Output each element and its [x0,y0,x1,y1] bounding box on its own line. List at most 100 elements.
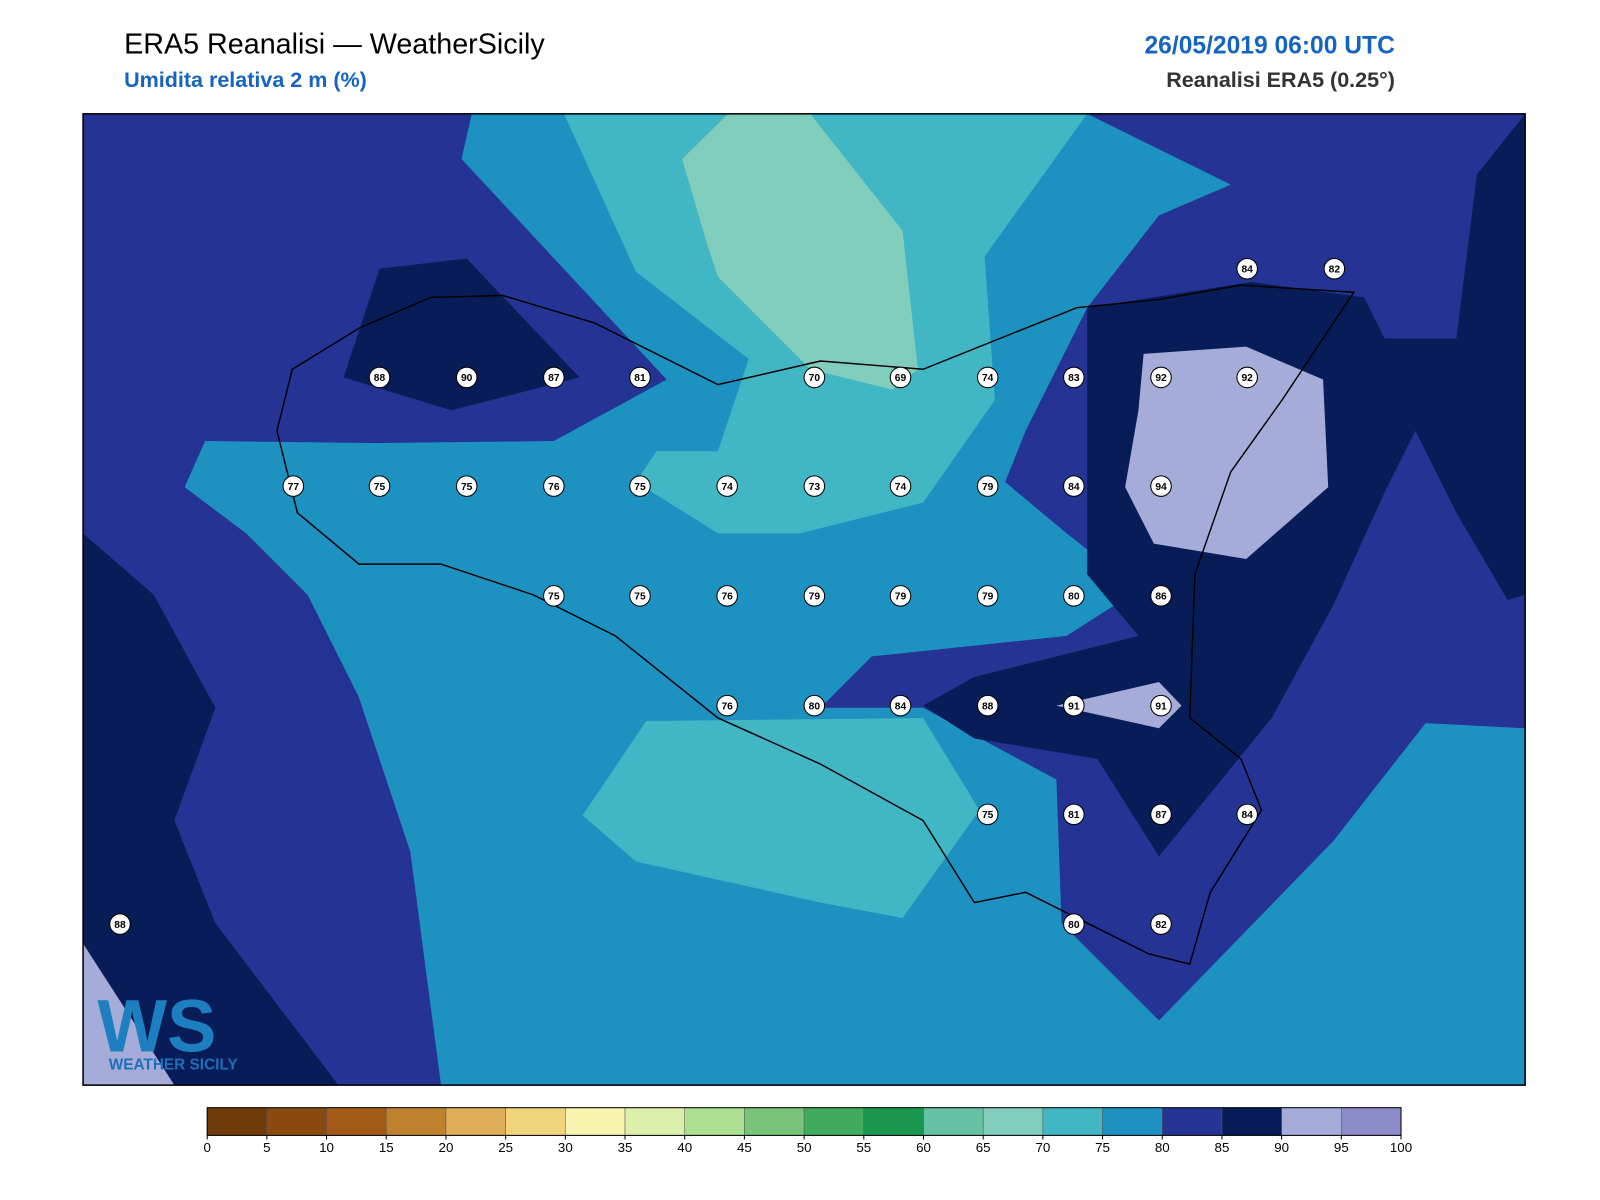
colorbar-swatch [982,1107,1044,1136]
station: 84 [1063,475,1085,497]
colorbar-swatch [386,1107,447,1136]
colorbar-swatch [1281,1107,1342,1136]
colorbar-swatch [326,1107,387,1136]
station-marker [1150,585,1172,607]
station-value: 75 [982,810,994,821]
logo-mark: WS [97,984,216,1067]
station: 73 [803,475,826,497]
colorbar-tick-label: 50 [797,1140,812,1155]
station-value: 79 [982,592,994,603]
station-value: 84 [1241,264,1253,275]
colorbar-tick-label: 15 [379,1140,394,1155]
station-marker [976,803,999,826]
station-marker [1150,913,1172,935]
station-marker [109,913,131,935]
station-marker [455,366,478,389]
station-value: 79 [982,482,994,493]
colorbar-tick-label: 70 [1035,1140,1050,1155]
station-marker [976,366,999,389]
station: 92 [1236,366,1258,389]
station-marker [543,475,565,497]
station-value: 84 [895,701,907,712]
station-value: 79 [809,592,821,603]
station-marker [1236,366,1258,389]
station: 91 [1063,694,1085,717]
station-value: 88 [374,373,386,384]
station: 77 [282,475,305,497]
station-value: 80 [1068,592,1080,603]
station-marker [803,475,826,497]
station: 76 [716,585,738,607]
station-marker [1323,257,1346,280]
station-value: 88 [982,701,994,712]
colorbar-tick-label: 10 [319,1140,334,1155]
station: 74 [716,475,738,497]
station: 74 [889,475,912,497]
colorbar-swatch [923,1107,984,1136]
station-value: 81 [1068,810,1080,821]
station: 79 [803,585,826,607]
station-value: 74 [982,373,994,384]
station: 74 [976,366,999,389]
station: 92 [1150,366,1172,389]
station-marker [889,694,912,717]
station: 88 [368,366,391,389]
colorbar-swatch [1042,1107,1103,1136]
station: 83 [1063,366,1085,389]
station-marker [368,366,391,389]
colorbar-tick-label: 30 [558,1140,573,1155]
colorbar-swatch [445,1107,506,1136]
colorbar-tick-label: 100 [1390,1140,1412,1155]
colorbar-swatch [684,1107,745,1136]
station: 88 [976,694,999,717]
colorbar-swatch [624,1107,685,1136]
title: ERA5 Reanalisi — WeatherSicily [124,28,545,60]
station-value: 73 [809,482,821,493]
colorbar-swatch [505,1107,566,1136]
station: 81 [1063,803,1085,826]
station-value: 81 [634,373,646,384]
station-value: 82 [1329,264,1341,275]
station-value: 91 [1155,701,1167,712]
colorbar-swatch [803,1107,865,1136]
station: 91 [1150,694,1172,717]
station-marker [1150,475,1172,497]
station-value: 88 [114,920,126,931]
logo: WS WEATHER SICILY [97,984,237,1073]
station-marker [716,694,738,717]
station-marker [889,366,912,389]
source: Reanalisi ERA5 (0.25°) [1166,68,1395,92]
station-value: 92 [1241,373,1253,384]
station-value: 92 [1155,373,1167,384]
station-marker [1150,366,1172,389]
colorbar-swatch [1341,1107,1402,1136]
station: 80 [1063,585,1085,607]
station-marker [889,585,912,607]
station-value: 87 [1155,810,1167,821]
station: 76 [543,475,565,497]
station: 70 [803,366,826,389]
colorbar-tick-label: 55 [856,1140,871,1155]
station-marker [629,366,651,389]
station-value: 87 [548,373,560,384]
station-marker [803,694,826,717]
station-marker [803,366,826,389]
station: 80 [803,694,826,717]
station-marker [368,475,391,497]
station: 87 [543,366,565,389]
station: 87 [1150,803,1172,826]
station-value: 94 [1155,482,1167,493]
contours [83,113,1526,1086]
colorbar-swatch [1221,1107,1282,1136]
colorbar-tick-label: 85 [1215,1140,1230,1155]
station-marker [976,694,999,717]
station-marker [976,585,999,607]
colorbar-tick-label: 5 [263,1140,270,1155]
station: 75 [543,585,565,607]
colorbar-swatch [863,1107,924,1136]
colorbar-swatch [206,1107,268,1136]
station-value: 80 [809,701,821,712]
station-marker [1150,803,1172,826]
station-value: 84 [1241,810,1253,821]
